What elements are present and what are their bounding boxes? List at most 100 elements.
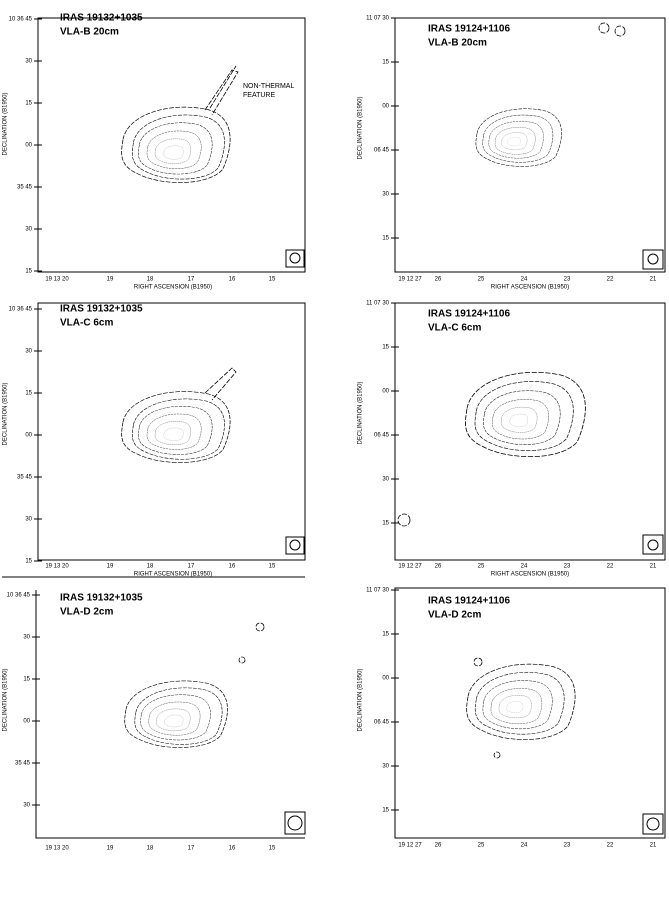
x-tick-label: 22 [607,843,614,849]
y-tick-label: 10 36 45 [9,17,33,23]
y-tick-label: 00 [382,389,389,395]
y-tick-label: 11 07 30 [366,16,390,22]
y-tick-label: 00 [25,143,32,149]
x-tick-label: 21 [650,843,657,849]
y-tick-label: 15 [25,559,32,565]
x-tick-label: 26 [435,277,442,283]
y-axis-label: DECLINATION (B1950) [358,669,364,732]
y-tick-label: 30 [23,635,30,641]
contours [122,22,664,835]
x-tick-label: 25 [478,843,485,849]
x-tick-label: 24 [521,843,528,849]
x-tick-label: 15 [269,846,276,852]
x-tick-label: 19 12 27 [398,843,422,849]
y-tick-label: 15 [382,60,389,66]
x-tick-label: 18 [147,846,154,852]
y-tick-label: 06 45 [374,720,390,726]
x-tick-label: 19 13 20 [45,846,69,852]
y-tick-label: 10 36 45 [7,593,31,599]
y-tick-label: 15 [382,632,389,638]
y-axis-label: DECLINATION (B1950) [3,383,9,446]
x-tick-label: 19 [107,277,114,283]
x-tick-label: 18 [147,564,154,570]
y-axis-label: DECLINATION (B1950) [3,669,9,732]
y-tick-label: 35 45 [17,475,33,481]
y-tick-label: 11 07 30 [366,588,390,594]
x-tick-label: 18 [147,277,154,283]
x-axis-label: RIGHT ASCENSION (B1950) [134,572,212,578]
x-axis-label: RIGHT ASCENSION (B1950) [491,572,569,578]
x-axis-label: RIGHT ASCENSION (B1950) [491,285,569,291]
y-tick-label: 30 [25,59,32,65]
y-tick-label: 30 [25,517,32,523]
y-tick-label: 00 [23,719,30,725]
y-tick-label: 10 36 45 [9,307,33,313]
x-tick-label: 19 [107,846,114,852]
x-tick-label: 24 [521,564,528,570]
x-tick-label: 19 12 27 [398,564,422,570]
x-tick-label: 15 [269,277,276,283]
y-tick-label: 35 45 [17,185,33,191]
y-axis-label: DECLINATION (B1950) [358,97,364,160]
x-tick-label: 26 [435,564,442,570]
y-tick-label: 15 [25,391,32,397]
panel-title: IRAS 19124+1106 [428,596,510,607]
x-tick-label: 24 [521,277,528,283]
y-tick-label: 30 [25,227,32,233]
panel-config: VLA-B 20cm [428,38,487,49]
x-tick-label: 25 [478,564,485,570]
x-tick-label: 19 [107,564,114,570]
y-axis-label: DECLINATION (B1950) [3,93,9,156]
x-axis-label: RIGHT ASCENSION (B1950) [134,285,212,291]
x-tick-label: 23 [564,564,571,570]
x-tick-label: 23 [564,843,571,849]
x-tick-label: 21 [650,564,657,570]
y-tick-label: 30 [25,349,32,355]
axes [2,17,666,839]
x-tick-label: 22 [607,564,614,570]
x-tick-label: 15 [269,564,276,570]
y-tick-label: 00 [382,104,389,110]
panel-title: IRAS 19124+1106 [428,24,510,35]
x-tick-label: 16 [229,846,236,852]
y-tick-label: 30 [23,803,30,809]
y-tick-label: 30 [382,192,389,198]
y-tick-label: 30 [382,477,389,483]
x-tick-label: 19 13 20 [45,564,69,570]
x-tick-label: 19 12 27 [398,277,422,283]
x-tick-label: 16 [229,277,236,283]
y-tick-label: 15 [382,236,389,242]
x-tick-label: 17 [188,846,195,852]
y-tick-label: 15 [382,808,389,814]
x-tick-label: 25 [478,277,485,283]
y-tick-label: 00 [382,676,389,682]
y-tick-label: 00 [25,433,32,439]
panel-config: VLA-B 20cm [60,27,119,38]
x-tick-label: 23 [564,277,571,283]
annotation: FEATURE [243,92,275,99]
y-tick-label: 06 45 [374,148,390,154]
y-tick-label: 15 [23,677,30,683]
panel-config: VLA-D 2cm [428,610,481,621]
y-tick-label: 30 [382,764,389,770]
panel-title: IRAS 19124+1106 [428,309,510,320]
x-tick-label: 26 [435,843,442,849]
y-tick-label: 15 [25,101,32,107]
panel-config: VLA-D 2cm [60,607,113,618]
panel-config: VLA-C 6cm [60,318,113,329]
y-tick-label: 15 [382,521,389,527]
annotation: NON-THERMAL [243,83,294,90]
y-tick-label: 15 [382,345,389,351]
y-tick-label: 11 07 30 [366,301,390,307]
panel-title: IRAS 19132+1035 [60,304,143,315]
y-axis-label: DECLINATION (B1950) [358,382,364,445]
panel-config: VLA-C 6cm [428,323,481,334]
x-tick-label: 19 13 20 [45,277,69,283]
panel-title: IRAS 19132+1035 [60,13,143,24]
x-tick-label: 22 [607,277,614,283]
x-tick-label: 17 [188,564,195,570]
y-tick-label: 35 45 [15,761,31,767]
x-tick-label: 16 [229,564,236,570]
y-tick-label: 15 [25,269,32,275]
